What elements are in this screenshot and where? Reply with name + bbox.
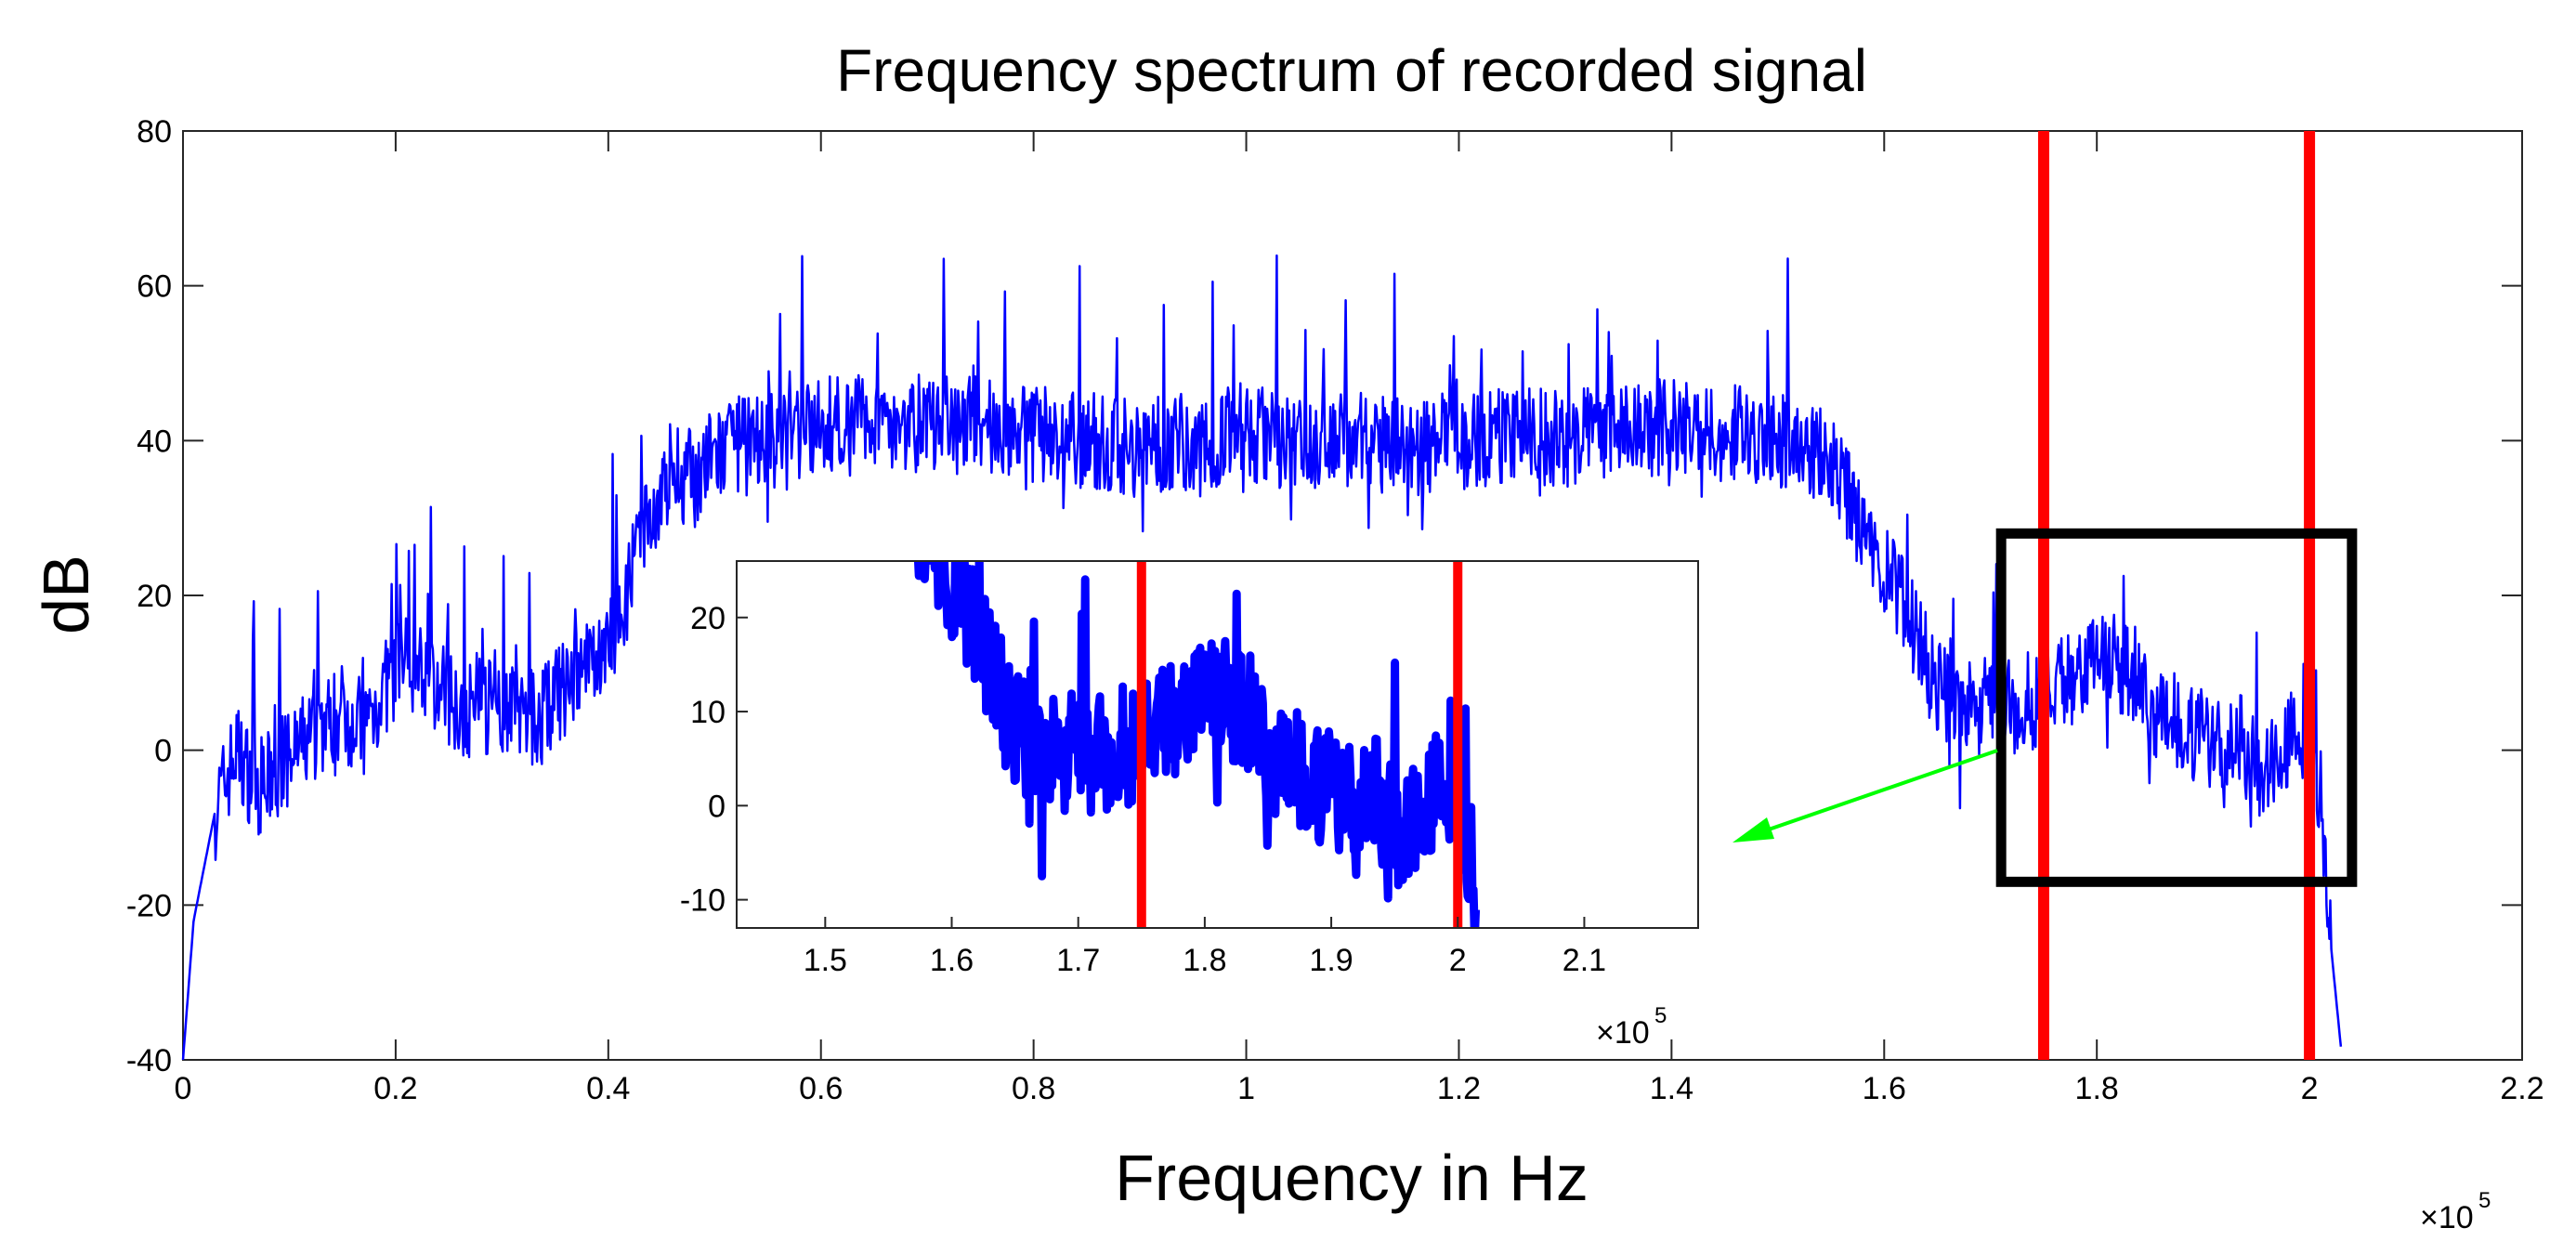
x-tick-label: 1.8 — [2075, 1071, 2119, 1106]
inset-x-exponent-label: ×10 5 — [1596, 1003, 1667, 1051]
x-tick-label: 0 — [175, 1071, 192, 1106]
x-exponent-base: ×10 — [2420, 1200, 2474, 1235]
y-tick-label: 0 — [154, 734, 172, 769]
inset-y-tick-label: 0 — [708, 789, 726, 824]
inset-x-tick-label: 1.8 — [1183, 943, 1226, 978]
highlight-lines — [2037, 131, 2316, 1060]
zoom-arrow — [1741, 749, 1998, 841]
x-tick-label: 2.2 — [2500, 1071, 2543, 1106]
main-series — [181, 254, 2343, 1061]
y-tick-label: 80 — [137, 114, 172, 150]
zoom-box — [1995, 528, 2358, 887]
spectrum-line — [181, 254, 2343, 1061]
inset-x-tick-label: 2 — [1449, 943, 1467, 978]
inset-x-tick-label: 1.5 — [804, 943, 847, 978]
x-axis-label: Frequency in Hz — [1115, 1142, 1589, 1214]
x-tick-label: 1.6 — [1863, 1071, 1906, 1106]
y-axis-label: dB — [30, 555, 102, 634]
inset-axes: -10 0 10 20 1.5 1.6 1.7 1.8 1.9 2 2.1 ×10 5 — [680, 560, 1699, 1051]
inset-x-tick-label: 1.6 — [930, 943, 974, 978]
y-tick-label: -40 — [126, 1043, 172, 1078]
x-tick-label: 1.2 — [1437, 1071, 1481, 1106]
main-x-ticks: 0 0.2 0.4 0.6 0.8 1 1.2 1.4 1.6 1.8 2 2.2 — [175, 131, 2544, 1106]
x-tick-label: 0.2 — [373, 1071, 417, 1106]
x-tick-label: 1.4 — [1650, 1071, 1693, 1106]
inset-series — [913, 561, 1481, 928]
inset-y-tick-label: -10 — [680, 883, 726, 919]
x-tick-label: 0.8 — [1012, 1071, 1055, 1106]
inset-plot-frame — [736, 560, 1699, 929]
inset-y-ticks: -10 0 10 20 — [680, 601, 748, 919]
inset-x-tick-label: 1.7 — [1056, 943, 1100, 978]
x-exponent-power: 5 — [2478, 1188, 2491, 1213]
x-exponent-label: ×10 5 — [2420, 1188, 2491, 1235]
inset-x-tick-label: 1.9 — [1309, 943, 1353, 978]
x-tick-label: 2 — [2301, 1071, 2319, 1106]
inset-spectrum-line — [913, 561, 1481, 928]
inset-highlight-lines — [1136, 561, 1463, 928]
x-tick-label: 1 — [1237, 1071, 1255, 1106]
y-tick-label: 20 — [137, 579, 172, 614]
inset-x-ticks: 1.5 1.6 1.7 1.8 1.9 2 2.1 — [804, 917, 1606, 978]
inset-y-tick-label: 20 — [690, 601, 726, 636]
inset-x-tick-label: 2.1 — [1563, 943, 1606, 978]
y-tick-label: -20 — [126, 888, 172, 923]
y-tick-label: 60 — [137, 269, 172, 305]
x-tick-label: 0.6 — [799, 1071, 843, 1106]
inset-x-exponent-base: ×10 — [1596, 1015, 1650, 1051]
inset-y-tick-label: 10 — [690, 695, 726, 730]
y-tick-label: 40 — [137, 424, 172, 459]
chart-title: Frequency spectrum of recorded signal — [836, 37, 1867, 104]
x-tick-label: 0.4 — [586, 1071, 630, 1106]
zoom-arrow-head — [1733, 817, 1774, 843]
inset-x-exponent-power: 5 — [1654, 1003, 1667, 1028]
